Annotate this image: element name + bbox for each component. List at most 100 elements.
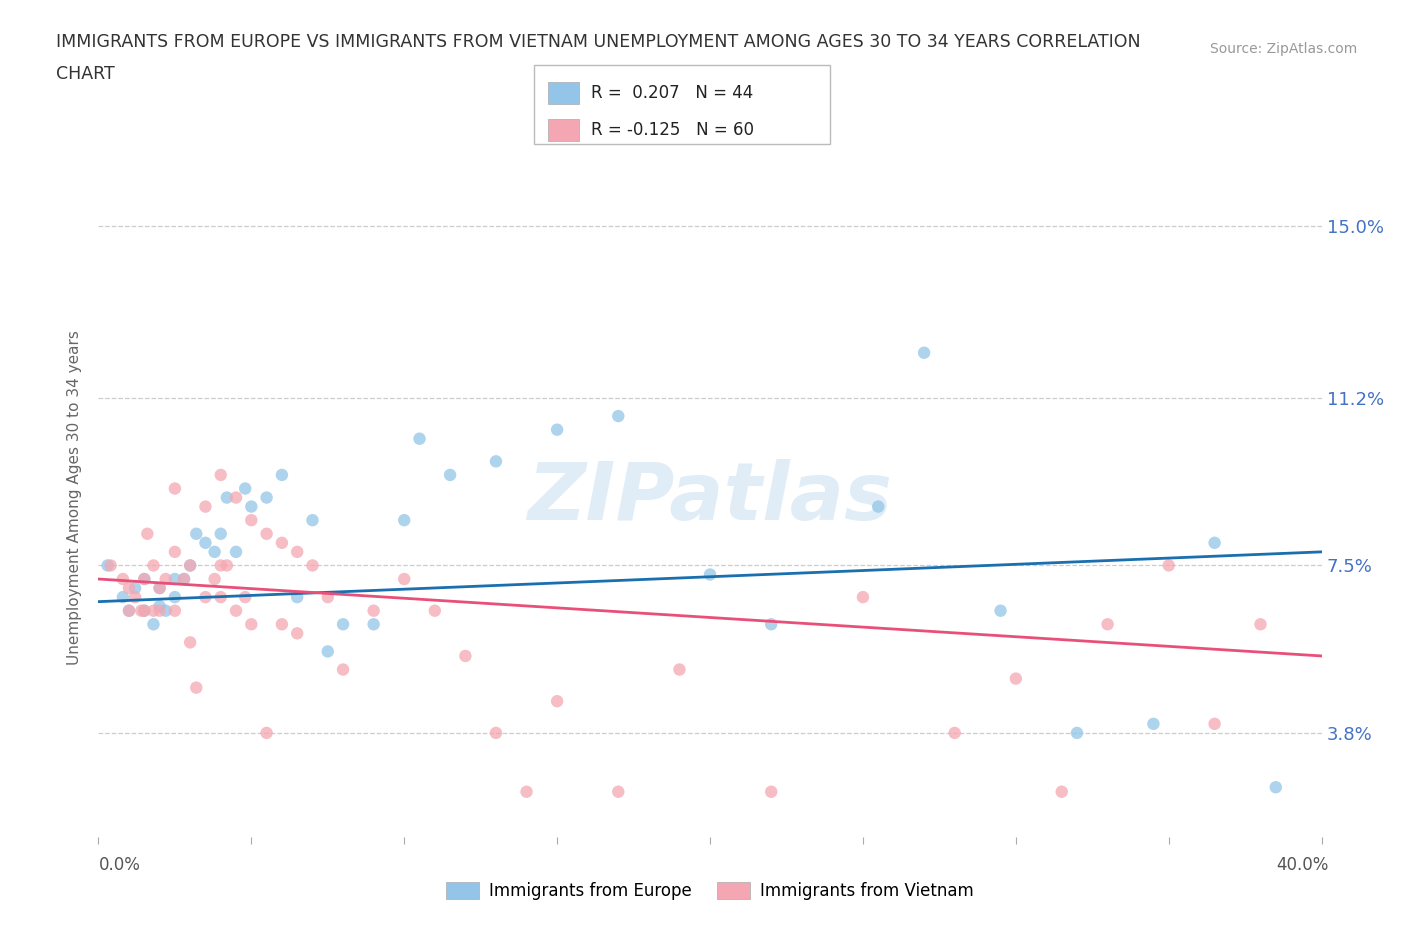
Point — [179, 635, 201, 650]
Point — [363, 604, 385, 618]
Text: IMMIGRANTS FROM EUROPE VS IMMIGRANTS FROM VIETNAM UNEMPLOYMENT AMONG AGES 30 TO : IMMIGRANTS FROM EUROPE VS IMMIGRANTS FRO… — [56, 33, 1140, 50]
Text: ZIPatlas: ZIPatlas — [527, 458, 893, 537]
Point — [163, 481, 186, 496]
Point — [163, 590, 186, 604]
Point — [1249, 617, 1271, 631]
Point — [270, 536, 292, 551]
Point — [173, 572, 195, 587]
Point — [142, 617, 165, 631]
Point — [546, 422, 568, 437]
Point — [1204, 536, 1226, 551]
Point — [204, 544, 226, 559]
Point — [118, 604, 141, 618]
Point — [149, 599, 172, 614]
Point — [332, 662, 354, 677]
Point — [868, 499, 890, 514]
Point — [408, 432, 430, 446]
Point — [485, 454, 508, 469]
Point — [1097, 617, 1119, 631]
Point — [225, 544, 247, 559]
Point — [759, 784, 782, 799]
Point — [179, 558, 201, 573]
Point — [454, 648, 477, 663]
Point — [332, 617, 354, 631]
Point — [990, 604, 1012, 618]
Point — [256, 526, 278, 541]
Point — [163, 544, 186, 559]
Point — [233, 590, 256, 604]
Point — [209, 590, 232, 604]
Point — [1264, 779, 1286, 794]
Text: R = -0.125   N = 60: R = -0.125 N = 60 — [591, 121, 754, 139]
Point — [363, 617, 385, 631]
Point — [256, 490, 278, 505]
Text: 0.0%: 0.0% — [98, 856, 141, 873]
Point — [134, 572, 156, 587]
Point — [270, 468, 292, 483]
Point — [194, 536, 217, 551]
Point — [111, 590, 134, 604]
Point — [186, 680, 208, 695]
Point — [607, 784, 630, 799]
Point — [699, 567, 721, 582]
Point — [1157, 558, 1180, 573]
Point — [240, 512, 263, 527]
Text: Source: ZipAtlas.com: Source: ZipAtlas.com — [1209, 42, 1357, 56]
Point — [173, 572, 195, 587]
Point — [285, 544, 308, 559]
Text: R =  0.207   N = 44: R = 0.207 N = 44 — [591, 84, 752, 101]
Point — [209, 468, 232, 483]
Point — [240, 617, 263, 631]
Point — [285, 626, 308, 641]
Point — [759, 617, 782, 631]
Point — [233, 481, 256, 496]
Point — [186, 526, 208, 541]
Point — [129, 604, 152, 618]
Point — [225, 604, 247, 618]
Point — [194, 499, 217, 514]
Point — [209, 526, 232, 541]
Point — [134, 572, 156, 587]
Point — [256, 725, 278, 740]
Point — [225, 490, 247, 505]
Point — [124, 580, 146, 595]
Point — [163, 604, 186, 618]
Point — [392, 572, 416, 587]
Point — [485, 725, 508, 740]
Point — [1142, 716, 1164, 731]
Point — [118, 604, 141, 618]
Point — [163, 572, 186, 587]
Point — [546, 694, 568, 709]
Text: CHART: CHART — [56, 65, 115, 83]
Point — [215, 558, 238, 573]
Point — [852, 590, 875, 604]
Point — [439, 468, 461, 483]
Point — [912, 345, 935, 360]
Point — [134, 604, 156, 618]
Point — [285, 590, 308, 604]
Point — [215, 490, 238, 505]
Point — [179, 558, 201, 573]
Point — [1004, 671, 1026, 686]
Legend: Immigrants from Europe, Immigrants from Vietnam: Immigrants from Europe, Immigrants from … — [439, 875, 981, 907]
Point — [240, 499, 263, 514]
Point — [149, 580, 172, 595]
Point — [392, 512, 416, 527]
Point — [316, 644, 339, 658]
Point — [668, 662, 690, 677]
Point — [149, 580, 172, 595]
Point — [516, 784, 538, 799]
Point — [204, 572, 226, 587]
Text: 40.0%: 40.0% — [1277, 856, 1329, 873]
Point — [111, 572, 134, 587]
Point — [118, 580, 141, 595]
Point — [943, 725, 966, 740]
Point — [316, 590, 339, 604]
Point — [423, 604, 446, 618]
Point — [142, 558, 165, 573]
Point — [270, 617, 292, 631]
Point — [134, 604, 156, 618]
Point — [155, 572, 177, 587]
Point — [124, 590, 146, 604]
Point — [136, 526, 159, 541]
